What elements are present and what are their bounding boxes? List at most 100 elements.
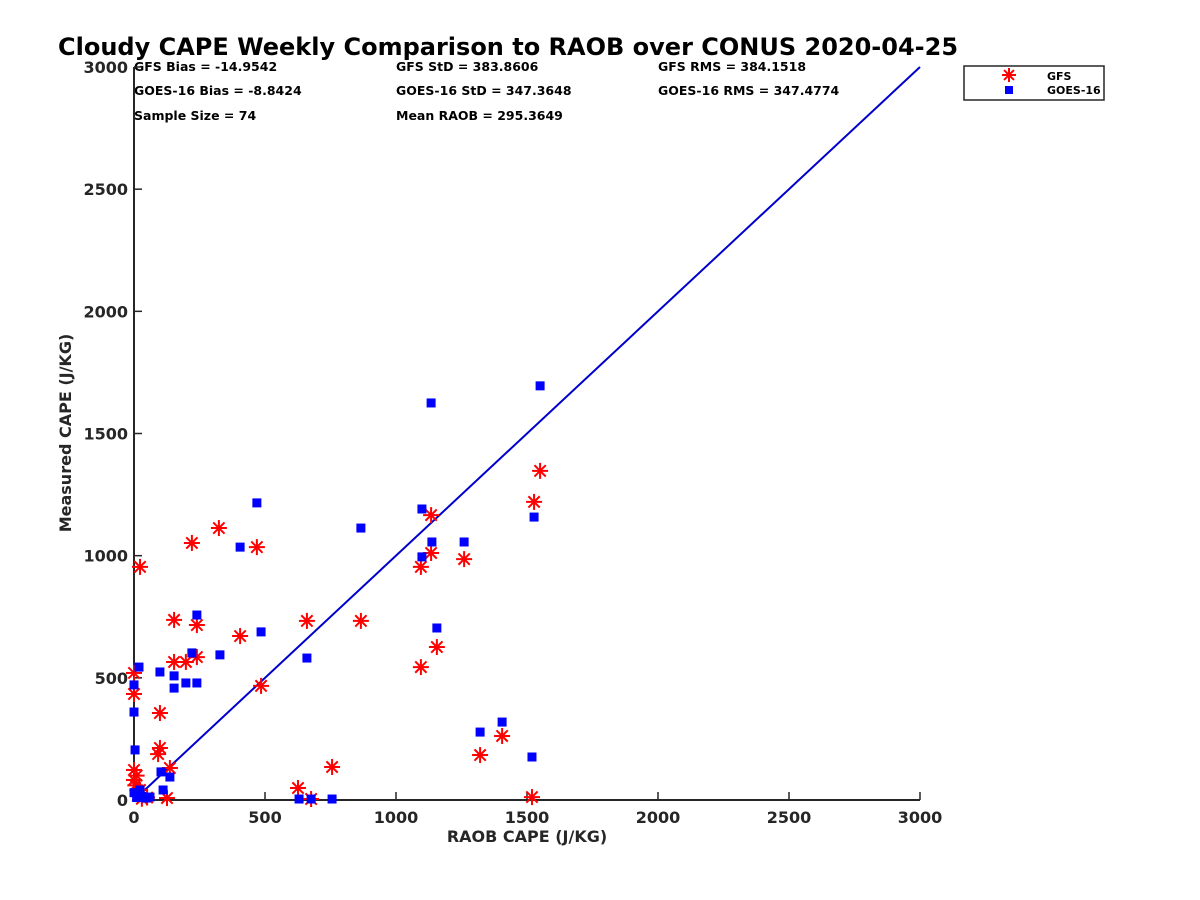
x-axis-label: RAOB CAPE (J/KG) (447, 827, 607, 846)
gfs-point (526, 493, 543, 510)
goes16-point (158, 785, 168, 795)
goes16-point (417, 552, 427, 562)
goes16-point (256, 627, 266, 637)
goes16-point (132, 793, 142, 803)
y-tick-label: 1000 (83, 547, 128, 566)
y-axis-label: Measured CAPE (J/KG) (56, 334, 75, 533)
gfs-point (210, 520, 227, 537)
x-tick-label: 1000 (374, 808, 419, 827)
gfs-point (523, 789, 540, 806)
goes16-point (459, 537, 469, 547)
stats-panel: GFS Bias = -14.9542 GFS StD = 383.8606 G… (134, 59, 840, 123)
y-tick-label: 500 (95, 669, 128, 688)
y-tick-label: 2500 (83, 180, 128, 199)
gfs-point (412, 558, 429, 575)
goes16-point (215, 650, 225, 660)
gfs-point (494, 727, 511, 744)
stat-gfs-std: GFS StD = 383.8606 (396, 59, 539, 74)
axes: 0 500 1000 1500 2000 2500 3000 0 500 1000 1500 2000… (83, 58, 942, 827)
gfs-point (253, 677, 270, 694)
goes16-point (475, 727, 485, 737)
goes16-point (134, 662, 144, 672)
stat-goes-rms: GOES-16 RMS = 347.4774 (658, 83, 840, 98)
gfs-point (412, 659, 429, 676)
gfs-point (298, 612, 315, 629)
gfs-point (456, 551, 473, 568)
stat-gfs-bias: GFS Bias = -14.9542 (134, 59, 277, 74)
y-tick-label: 3000 (83, 58, 128, 77)
square-icon (1005, 86, 1013, 94)
goes16-point (235, 542, 245, 552)
gfs-point (423, 507, 440, 524)
gfs-point (151, 705, 168, 722)
goes16-point (306, 794, 316, 804)
x-tick-label: 500 (248, 808, 281, 827)
goes16-point (356, 523, 366, 533)
gfs-point (132, 558, 149, 575)
y-tick-label: 2000 (83, 302, 128, 321)
goes16-point (181, 678, 191, 688)
x-tick-label: 3000 (898, 808, 943, 827)
goes16-point (135, 785, 145, 795)
asterisk-icon (1002, 68, 1016, 82)
goes16-point (137, 791, 147, 801)
reference-line-1to1 (133, 66, 921, 801)
goes16-point (192, 678, 202, 688)
goes16-point (426, 398, 436, 408)
stat-gfs-rms: GFS RMS = 384.1518 (658, 59, 806, 74)
goes16-point (187, 648, 197, 658)
legend-label-goes16: GOES-16 (1047, 84, 1101, 97)
goes16-point (432, 623, 442, 633)
legend: GFS GOES-16 (963, 65, 1105, 101)
legend-box (963, 65, 1105, 101)
gfs-point (428, 639, 445, 656)
goes16-point (129, 680, 139, 690)
x-tick-label: 2500 (767, 808, 812, 827)
goes16-point (129, 707, 139, 717)
goes16-point (192, 610, 202, 620)
gfs-point (128, 767, 145, 784)
goes16-point (327, 794, 337, 804)
goes16-point (527, 752, 537, 762)
x-tick-label: 1500 (505, 808, 550, 827)
goes16-point (129, 788, 139, 798)
stat-goes-std: GOES-16 StD = 347.3648 (396, 83, 572, 98)
goes16-point (156, 767, 166, 777)
gfs-point (352, 612, 369, 629)
data-points-layer (126, 381, 549, 808)
goes16-point (169, 671, 179, 681)
stat-mean-raob: Mean RAOB = 295.3649 (396, 108, 563, 123)
goes16-point (417, 504, 427, 514)
gfs-point (166, 611, 183, 628)
goes16-point (130, 745, 140, 755)
goes16-point (252, 498, 262, 508)
goes16-point (155, 667, 165, 677)
series-gfs (126, 462, 549, 808)
goes16-point (529, 512, 539, 522)
gfs-point (472, 747, 489, 764)
goes16-point (294, 794, 304, 804)
goes16-point (427, 537, 437, 547)
x-tick-label: 2000 (636, 808, 681, 827)
gfs-point (183, 534, 200, 551)
gfs-point (290, 780, 307, 797)
gfs-point (188, 617, 205, 634)
chart-title: Cloudy CAPE Weekly Comparison to RAOB ov… (58, 33, 958, 61)
y-tick-label: 1500 (83, 425, 128, 444)
goes16-point (497, 717, 507, 727)
gfs-point (324, 759, 341, 776)
reference-line-layer (133, 66, 921, 801)
y-tick-label: 0 (117, 791, 128, 810)
x-tick-label: 0 (128, 808, 139, 827)
gfs-point (232, 628, 249, 645)
goes16-point (169, 683, 179, 693)
gfs-point (161, 759, 178, 776)
goes16-point (165, 772, 175, 782)
gfs-point (532, 462, 549, 479)
stat-sample-size: Sample Size = 74 (134, 108, 256, 123)
series-goes-16 (129, 381, 545, 804)
stat-goes-bias: GOES-16 Bias = -8.8424 (134, 83, 302, 98)
goes16-point (302, 653, 312, 663)
legend-label-gfs: GFS (1047, 70, 1072, 83)
